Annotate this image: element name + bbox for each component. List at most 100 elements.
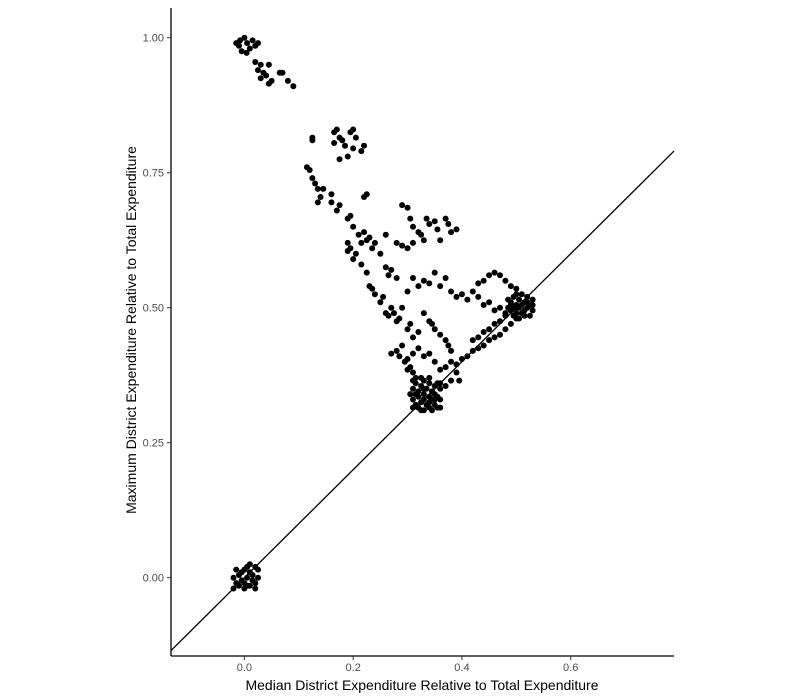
data-point	[412, 391, 419, 398]
data-point	[358, 148, 365, 155]
data-point	[377, 299, 384, 306]
data-point	[241, 34, 248, 41]
data-point	[448, 358, 455, 365]
data-point	[344, 248, 351, 254]
data-point	[317, 194, 324, 200]
data-point	[453, 369, 460, 376]
data-point	[486, 326, 493, 333]
data-point	[442, 364, 449, 371]
data-point	[445, 221, 452, 227]
data-point	[255, 67, 262, 74]
data-point	[486, 337, 493, 344]
data-point	[415, 329, 422, 335]
data-point	[237, 37, 244, 44]
data-point	[480, 329, 487, 335]
data-point	[404, 245, 411, 252]
data-point	[469, 337, 476, 344]
data-point	[350, 126, 357, 133]
data-point	[453, 226, 460, 233]
data-point	[409, 239, 416, 246]
data-point	[385, 312, 392, 319]
data-point	[409, 350, 416, 357]
data-point	[393, 275, 400, 281]
data-point	[385, 272, 392, 279]
data-point	[505, 296, 512, 303]
data-point	[426, 399, 433, 406]
data-point	[442, 275, 449, 281]
data-point	[252, 59, 259, 65]
data-point	[529, 302, 536, 308]
data-point	[409, 377, 416, 384]
data-point	[393, 239, 400, 246]
data-points	[230, 34, 536, 592]
data-point	[442, 337, 449, 344]
y-tick-label: 0.50	[143, 303, 164, 315]
data-point	[518, 302, 525, 308]
data-point	[475, 280, 482, 287]
data-point	[371, 239, 378, 246]
data-point	[358, 261, 365, 268]
data-point	[409, 275, 416, 281]
data-point	[350, 256, 357, 263]
data-point	[407, 320, 414, 327]
data-point	[486, 299, 493, 306]
data-point	[526, 312, 533, 319]
data-point	[320, 185, 327, 192]
data-point	[437, 385, 444, 392]
data-point	[418, 374, 425, 381]
data-point	[420, 396, 427, 403]
data-point	[314, 199, 321, 206]
data-point	[265, 80, 272, 87]
data-point	[513, 291, 520, 298]
data-point	[306, 167, 313, 173]
data-point	[312, 180, 319, 187]
data-point	[434, 226, 441, 233]
data-point	[263, 72, 270, 79]
data-point	[431, 269, 438, 276]
data-point	[437, 404, 444, 411]
x-tick-label: 0.6	[563, 662, 578, 674]
data-point	[513, 310, 520, 317]
data-point	[524, 293, 531, 300]
data-point	[437, 237, 444, 244]
data-point	[404, 288, 411, 295]
data-point	[382, 231, 389, 238]
data-point	[475, 293, 482, 300]
data-point	[420, 385, 427, 392]
data-point	[445, 342, 452, 349]
data-point	[409, 334, 416, 341]
data-point	[344, 153, 351, 160]
data-point	[309, 134, 316, 141]
data-point	[246, 45, 253, 52]
data-point	[396, 353, 403, 360]
data-point	[486, 272, 493, 279]
data-point	[404, 356, 411, 362]
data-point	[434, 380, 441, 387]
data-point	[442, 215, 449, 222]
data-point	[233, 566, 240, 573]
data-point	[265, 61, 272, 68]
x-tick-label: 0.0	[237, 662, 252, 674]
data-point	[257, 75, 264, 82]
data-point	[390, 310, 397, 317]
data-point	[350, 223, 357, 230]
data-point	[361, 229, 368, 236]
data-point	[496, 304, 503, 311]
data-point	[491, 334, 498, 341]
data-point	[431, 396, 438, 403]
y-tick-label: 1.00	[143, 33, 164, 45]
data-point	[363, 269, 370, 276]
y-tick-label: 0.00	[143, 573, 164, 585]
data-point	[491, 269, 498, 276]
data-point	[238, 48, 245, 55]
data-point	[420, 237, 427, 244]
data-point	[249, 572, 256, 578]
data-point	[529, 296, 536, 303]
data-point	[448, 288, 455, 295]
data-point	[518, 291, 525, 298]
data-point	[399, 304, 406, 311]
data-point	[363, 191, 370, 198]
data-point	[388, 350, 395, 357]
